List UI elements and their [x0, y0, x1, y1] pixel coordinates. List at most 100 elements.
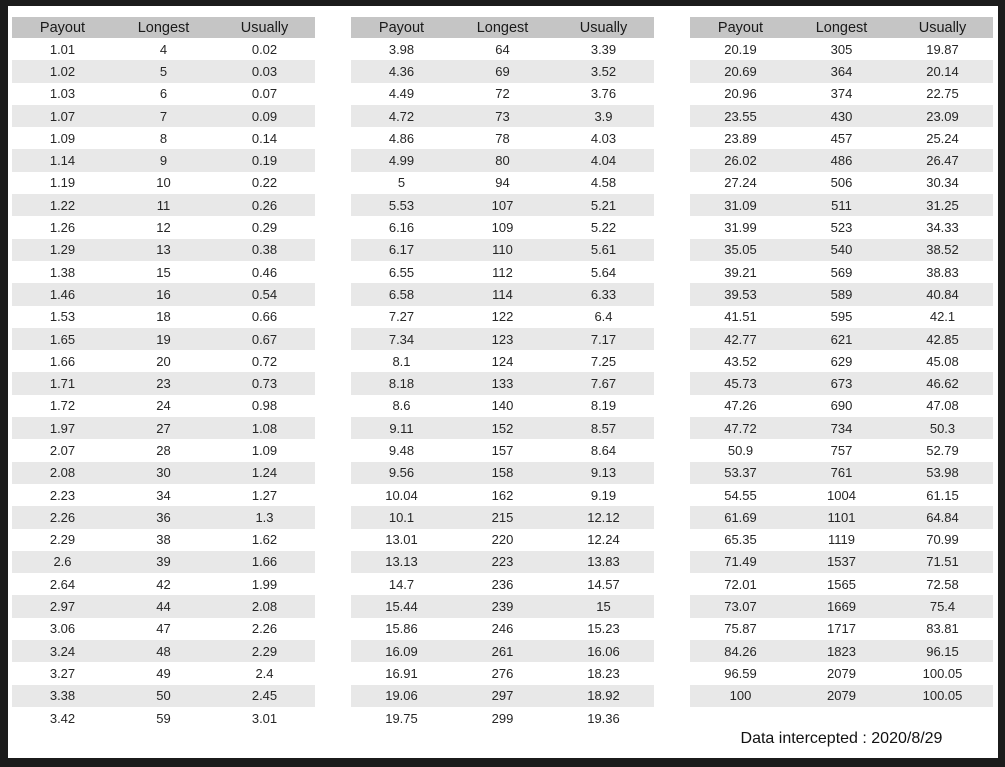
payout-cell: 72.01	[724, 576, 757, 592]
payout-cell: 2.26	[49, 509, 76, 525]
usually-cell: 0.67	[251, 331, 278, 347]
table-row: 100 2079 100.05	[690, 684, 993, 707]
payout-table-2: Payout Longest Usually 3.98 64 3.39 4.36 69 3.52…	[351, 17, 654, 730]
usually-cell: 53.98	[926, 465, 959, 481]
usually-cell: 18.23	[587, 665, 620, 681]
data-intercepted-caption: Data intercepted : 2020/8/29	[740, 730, 943, 747]
usually-cell: 50.3	[929, 420, 956, 436]
table-row: 43.52 629 45.08	[690, 350, 993, 373]
table-row: 50.9 757 52.79	[690, 439, 993, 462]
table-row: 1.46 16 0.54	[12, 283, 315, 306]
payout-cell: 1.03	[49, 86, 76, 102]
payout-cell: 6.16	[388, 220, 415, 236]
usually-cell: 4.03	[590, 130, 617, 146]
payout-cell: 96.59	[724, 665, 757, 681]
table-row: 31.09 511 31.25	[690, 194, 993, 217]
table-row: 1.01 4 0.02	[12, 38, 315, 61]
payout-cell: 14.7	[388, 576, 415, 592]
payout-cell: 9.48	[388, 442, 415, 458]
longest-cell: 629	[830, 353, 853, 369]
longest-cell: 1717	[827, 621, 856, 637]
table-row: 1.14 9 0.19	[12, 149, 315, 172]
payout-cell: 1.38	[49, 264, 76, 280]
payout-cell: 2.64	[49, 576, 76, 592]
table-row: 1.66 20 0.72	[12, 350, 315, 373]
payout-cell: 4.72	[388, 108, 415, 124]
longest-cell: 621	[830, 331, 853, 347]
longest-cell: 107	[491, 197, 514, 213]
longest-cell: 239	[491, 599, 514, 615]
table-row: 3.27 49 2.4	[12, 662, 315, 685]
payout-cell: 84.26	[724, 643, 757, 659]
longest-cell: 1669	[827, 599, 856, 615]
longest-cell: 38	[156, 532, 171, 548]
table-row: 1.07 7 0.09	[12, 104, 315, 128]
payout-cell: 42.77	[724, 331, 757, 347]
longest-cell: 364	[830, 63, 853, 79]
payout-cell: 1.66	[49, 353, 76, 369]
longest-cell: 72	[495, 86, 510, 102]
usually-cell: 5.61	[590, 242, 617, 258]
usually-cell: 18.92	[587, 688, 620, 704]
longest-cell: 36	[156, 509, 171, 525]
longest-cell: 15	[156, 264, 171, 280]
usually-cell: 12.24	[587, 532, 620, 548]
table-row: 8.6 140 8.19	[351, 394, 654, 418]
table-row: 8.18 133 7.67	[351, 372, 654, 395]
longest-cell: 506	[830, 175, 853, 191]
table-row: 1.65 19 0.67	[12, 327, 315, 351]
payout-cell: 20.69	[724, 63, 757, 79]
longest-cell: 511	[831, 197, 852, 213]
table-row: 20.69 364 20.14	[690, 60, 993, 83]
payout-cell: 3.24	[49, 643, 76, 659]
usually-cell: 4.04	[590, 153, 617, 169]
payout-cell: 45.73	[724, 376, 757, 392]
longest-cell: 123	[491, 331, 514, 347]
payout-cell: 39.53	[724, 286, 757, 302]
longest-cell: 11	[156, 197, 171, 213]
usually-cell: 1.24	[251, 465, 278, 481]
payout-cell: 54.55	[724, 487, 757, 503]
table-header-row: Payout Longest Usually	[351, 17, 654, 38]
payout-cell: 35.05	[724, 242, 757, 258]
usually-cell: 2.29	[251, 643, 278, 659]
table-row: 1.72 24 0.98	[12, 394, 315, 418]
table-row: 3.24 48 2.29	[12, 640, 315, 663]
usually-cell: 16.06	[587, 643, 620, 659]
payout-cell: 2.97	[49, 599, 76, 615]
longest-cell: 78	[495, 130, 510, 146]
payout-cell: 61.69	[724, 509, 757, 525]
longest-cell: 457	[830, 130, 853, 146]
usually-cell: 6.4	[594, 309, 613, 325]
longest-cell: 110	[492, 242, 513, 258]
table-row: 41.51 595 42.1	[690, 305, 993, 328]
usually-cell: 8.57	[590, 420, 617, 436]
table-row: 71.49 1537 71.51	[690, 550, 993, 574]
payout-cell: 15.86	[385, 621, 418, 637]
table-row: 8.1 124 7.25	[351, 350, 654, 373]
usually-cell: 0.98	[251, 398, 278, 414]
payout-cell: 75.87	[724, 621, 757, 637]
longest-cell: 540	[830, 242, 853, 258]
payout-cell: 1.26	[49, 220, 76, 236]
payout-table-1: Payout Longest Usually 1.01 4 0.02 1.02 5 0.03 1.…	[12, 17, 315, 730]
usually-cell: 19.87	[926, 41, 959, 57]
table-row: 27.24 506 30.34	[690, 171, 993, 195]
longest-cell: 122	[491, 309, 514, 325]
table-row: 2.07 28 1.09	[12, 439, 315, 462]
usually-cell: 70.99	[926, 532, 959, 548]
longest-cell: 19	[156, 331, 171, 347]
longest-cell: 8	[159, 130, 168, 146]
longest-cell: 276	[491, 665, 514, 681]
longest-cell: 140	[491, 398, 514, 414]
table-row: 61.69 1101 64.84	[690, 506, 993, 529]
longest-cell: 734	[830, 420, 853, 436]
usually-cell: 20.14	[926, 63, 959, 79]
usually-cell: 38.52	[926, 242, 959, 258]
payout-cell: 3.38	[49, 688, 76, 704]
column-header-payout: Payout	[39, 19, 86, 36]
longest-cell: 246	[491, 621, 514, 637]
payout-cell: 10.04	[385, 487, 418, 503]
usually-cell: 8.19	[590, 398, 617, 414]
payout-cell: 13.01	[385, 532, 418, 548]
